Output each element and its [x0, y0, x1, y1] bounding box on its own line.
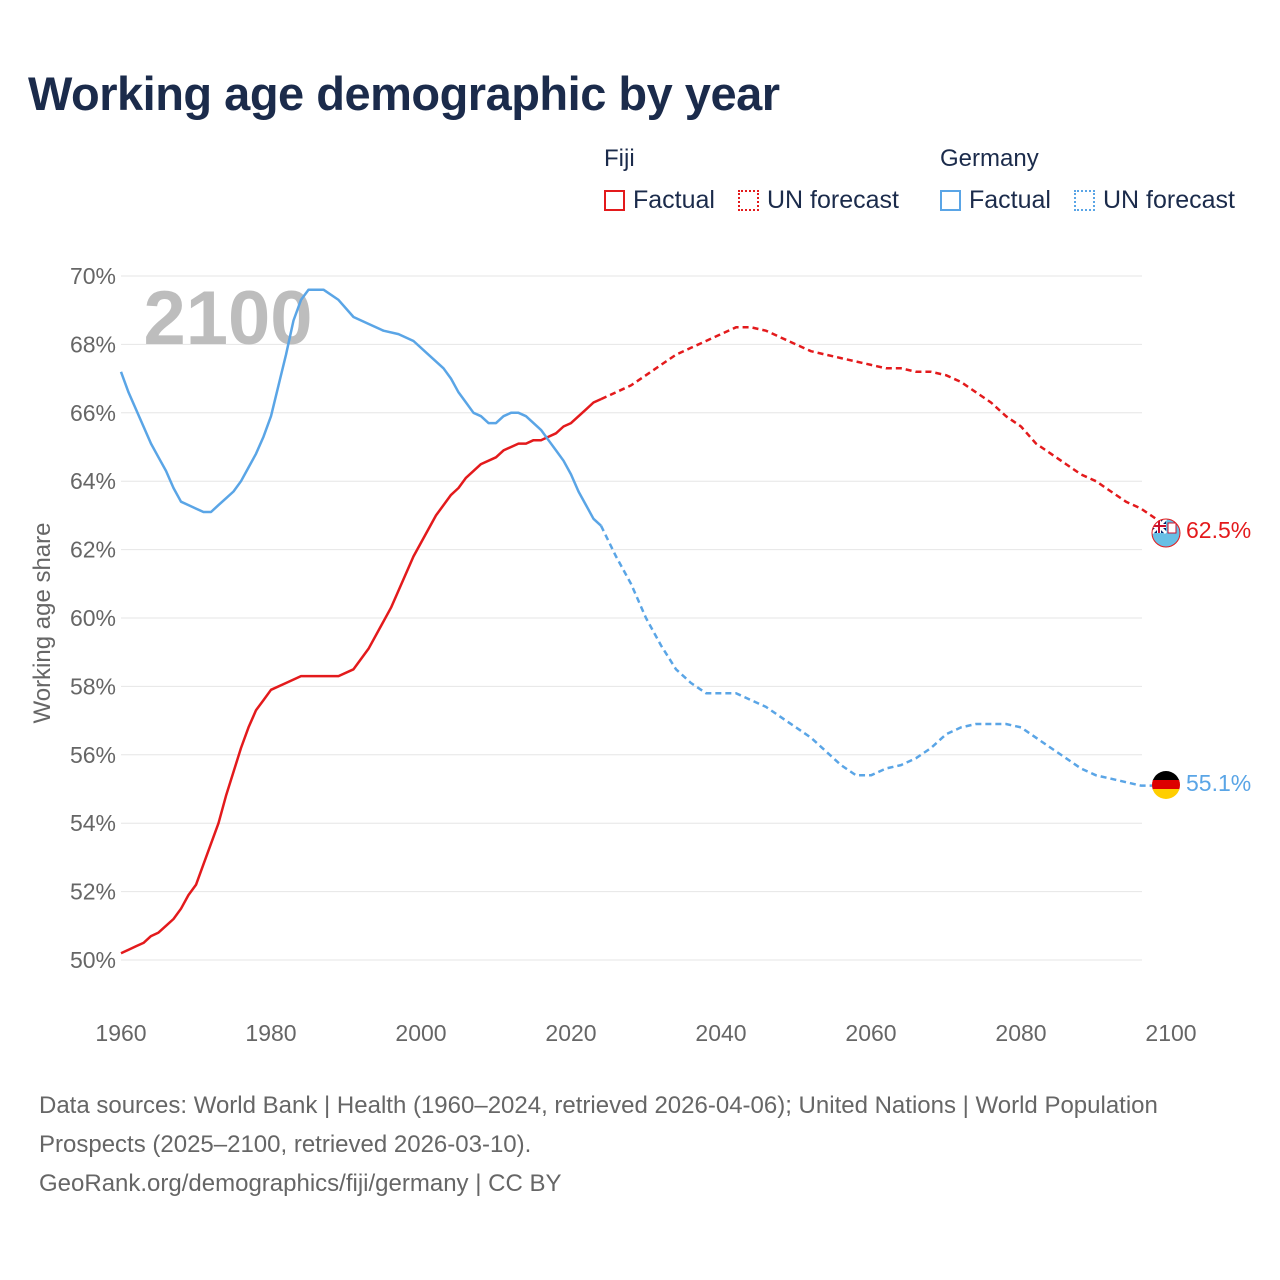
- year-watermark: 2100: [143, 276, 312, 361]
- y-axis-label: Working age share: [29, 523, 56, 724]
- footer-sources: Data sources: World Bank | Health (1960–…: [39, 1092, 1158, 1158]
- legend-fiji-forecast[interactable]: UN forecast: [738, 186, 899, 215]
- x-tick-label: 1960: [95, 1020, 146, 1046]
- fiji-end-value-label: 62.5%: [1186, 517, 1251, 543]
- chart-title: Working age demographic by year: [28, 67, 780, 120]
- fiji-forecast-line: [600, 326, 1172, 534]
- x-axis-ticks: 1960 1980 2000 2020 2040 2060 2080 2100: [95, 1020, 1196, 1046]
- y-tick-label: 66%: [70, 400, 116, 426]
- y-tick-label: 70%: [70, 263, 116, 289]
- legend-germany-forecast-swatch: [1074, 190, 1095, 211]
- x-tick-label: 2040: [695, 1020, 746, 1046]
- footer: Data sources: World Bank | Health (1960–…: [39, 1086, 1239, 1203]
- y-tick-label: 54%: [70, 810, 116, 836]
- y-tick-label: 52%: [70, 879, 116, 905]
- legend-germany-forecast[interactable]: UN forecast: [1074, 186, 1235, 215]
- fiji-factual-line: [120, 397, 602, 955]
- y-tick-label: 64%: [70, 468, 116, 494]
- legend-fiji-forecast-label: UN forecast: [767, 186, 899, 214]
- y-tick-label: 50%: [70, 947, 116, 973]
- germany-forecast-line: [599, 525, 1171, 787]
- x-tick-label: 2080: [995, 1020, 1046, 1046]
- legend-germany-factual-label: Factual: [969, 186, 1051, 214]
- x-tick-label: 2020: [545, 1020, 596, 1046]
- germany-flag-icon: [1152, 771, 1180, 799]
- series-lines: [119, 288, 1172, 955]
- x-tick-label: 1980: [245, 1020, 296, 1046]
- x-tick-label: 2100: [1145, 1020, 1196, 1046]
- y-tick-label: 68%: [70, 331, 116, 357]
- fiji-flag-icon: [1151, 518, 1181, 548]
- y-tick-label: 62%: [70, 537, 116, 563]
- legend-fiji-forecast-swatch: [738, 190, 759, 211]
- legend-germany-factual[interactable]: Factual: [940, 186, 1051, 215]
- y-tick-label: 56%: [70, 742, 116, 768]
- legend-group-fiji: Fiji: [604, 145, 635, 172]
- legend-fiji-factual-label: Factual: [633, 186, 715, 214]
- footer-credit[interactable]: GeoRank.org/demographics/fiji/germany | …: [39, 1170, 562, 1197]
- y-tick-label: 60%: [70, 605, 116, 631]
- gridlines: [121, 275, 1142, 961]
- x-tick-label: 2000: [395, 1020, 446, 1046]
- line-chart: 50%52%54%56%58%60%62%64%66%68%70% 1960 19…: [29, 263, 1251, 1046]
- y-tick-label: 58%: [70, 673, 116, 699]
- germany-end-value-label: 55.1%: [1186, 770, 1251, 796]
- germany-factual-line: [119, 288, 602, 527]
- x-tick-label: 2060: [845, 1020, 896, 1046]
- legend-group-germany: Germany: [940, 145, 1039, 172]
- legend-germany-factual-swatch: [940, 190, 961, 211]
- legend-fiji-factual[interactable]: Factual: [604, 186, 715, 215]
- y-axis-ticks: 50% 52% 54% 56% 58% 60% 62% 64% 66% 68% 70%: [70, 263, 116, 973]
- legend-germany-forecast-label: UN forecast: [1103, 186, 1235, 214]
- legend-fiji-factual-swatch: [604, 190, 625, 211]
